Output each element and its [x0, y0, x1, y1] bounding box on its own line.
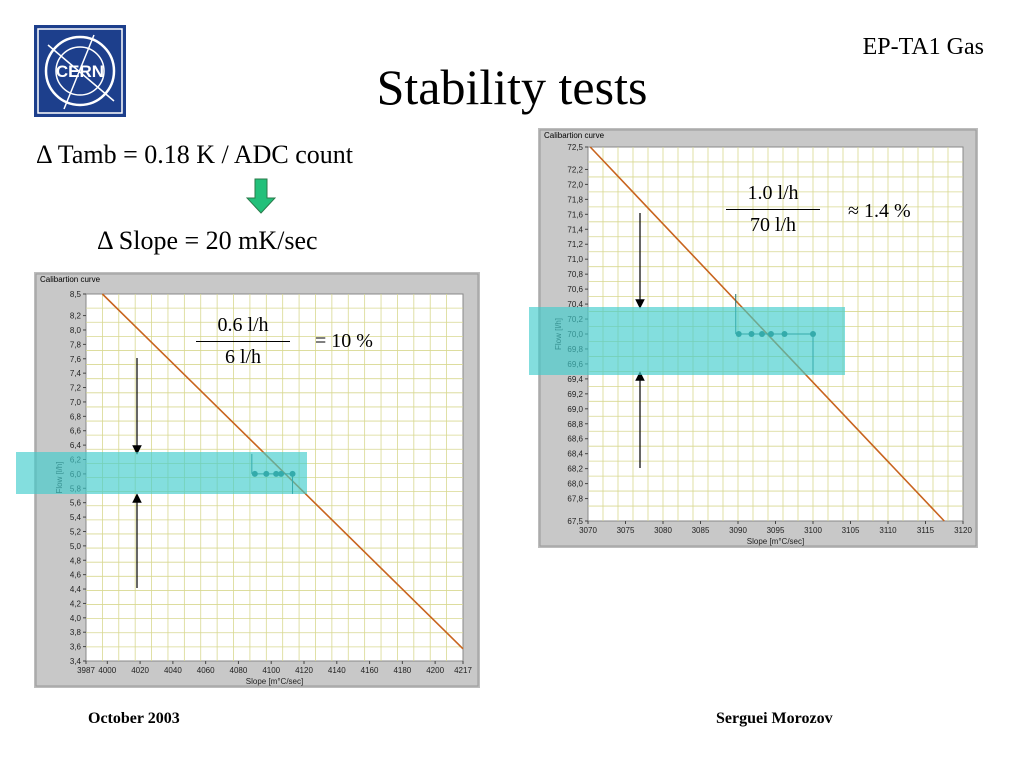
y-tick-label: 5,0	[70, 542, 82, 551]
flow-band-left	[16, 452, 307, 494]
grid	[588, 147, 963, 521]
y-tick-label: 71,8	[567, 195, 583, 204]
x-tick-label: 4120	[295, 666, 313, 675]
chart-panel-title: Calibartion curve	[40, 275, 101, 284]
x-tick-label: 3080	[654, 526, 672, 535]
y-tick-label: 6,6	[70, 427, 82, 436]
x-tick-label: 3070	[579, 526, 597, 535]
y-tick-label: 4,6	[70, 571, 82, 580]
x-tick-label: 4100	[262, 666, 280, 675]
flow-band-right	[529, 307, 845, 375]
y-tick-label: 68,8	[567, 420, 583, 429]
y-tick-label: 68,0	[567, 480, 583, 489]
y-tick-label: 68,2	[567, 465, 583, 474]
org-label: EP-TA1 Gas	[862, 34, 984, 60]
y-tick-label: 68,6	[567, 435, 583, 444]
y-tick-label: 71,6	[567, 210, 583, 219]
cern-logo: CERN	[34, 25, 126, 117]
x-axis-label: Slope [m°C/sec]	[246, 677, 303, 686]
x-tick-label: 3085	[692, 526, 710, 535]
y-tick-label: 4,8	[70, 556, 82, 565]
x-tick-label: 4217	[454, 666, 472, 675]
y-tick-label: 4,4	[70, 585, 82, 594]
x-tick-label: 4060	[197, 666, 215, 675]
x-tick-label: 4000	[98, 666, 116, 675]
y-tick-label: 8,2	[70, 312, 82, 321]
y-tick-label: 3,4	[70, 657, 82, 666]
x-tick-label: 3115	[917, 526, 935, 535]
calibration-chart-right: Calibartion curve 72,5 72,2 72,0 71,8 71,6 71,…	[538, 128, 978, 553]
x-tick-label: 3100	[804, 526, 822, 535]
y-tick-label: 5,6	[70, 499, 82, 508]
y-tick-label: 71,4	[567, 225, 583, 234]
x-tick-label: 3095	[767, 526, 785, 535]
y-tick-label: 67,8	[567, 495, 583, 504]
slide-title: Stability tests	[376, 59, 648, 115]
y-tick-label: 69,0	[567, 405, 583, 414]
x-tick-label: 4160	[361, 666, 379, 675]
y-tick-label: 6,8	[70, 412, 82, 421]
y-tick-label: 7,4	[70, 369, 82, 378]
y-tick-label: 5,4	[70, 513, 82, 522]
y-tick-label: 69,4	[567, 375, 583, 384]
y-tick-label: 7,8	[70, 340, 82, 349]
x-tick-label: 3075	[617, 526, 635, 535]
x-tick-label: 3120	[954, 526, 972, 535]
y-tick-label: 70,6	[567, 285, 583, 294]
y-tick-label: 70,4	[567, 300, 583, 309]
y-tick-label: 72,5	[567, 143, 583, 152]
x-tick-label: 4080	[230, 666, 248, 675]
y-tick-label: 4,2	[70, 599, 82, 608]
calibration-chart-right-svg: Calibartion curve 72,5 72,2 72,0 71,8 71,6 71,…	[538, 128, 978, 548]
y-tick-label: 8,5	[70, 290, 82, 299]
x-tick-label: 4020	[131, 666, 149, 675]
x-tick-label: 3110	[879, 526, 897, 535]
x-tick-label: 3105	[842, 526, 860, 535]
y-tick-label: 70,8	[567, 270, 583, 279]
slope-equation: Δ Slope = 20 mK/sec	[97, 226, 318, 255]
footer-author: Serguei Morozov	[716, 710, 833, 727]
y-tick-label: 71,2	[567, 240, 583, 249]
y-tick-label: 71,0	[567, 255, 583, 264]
y-tick-label: 3,8	[70, 628, 82, 637]
y-tick-label: 72,2	[567, 165, 583, 174]
fraction-right-numerator: 1.0 l/h	[747, 182, 799, 204]
x-tick-label: 4040	[164, 666, 182, 675]
chart-panel-title: Calibartion curve	[544, 131, 605, 140]
y-tick-label: 7,0	[70, 398, 82, 407]
y-tick-label: 3,6	[70, 643, 82, 652]
down-arrow-icon	[245, 178, 277, 219]
x-tick-label: 4140	[328, 666, 346, 675]
fraction-left-numerator: 0.6 l/h	[217, 314, 269, 336]
tamb-equation: Δ Tamb = 0.18 K / ADC count	[36, 140, 354, 169]
fraction-left: 0.6 l/h 6 l/h	[196, 314, 290, 369]
y-tick-label: 7,6	[70, 355, 82, 364]
y-tick-label: 72,0	[567, 180, 583, 189]
fraction-right: 1.0 l/h 70 l/h	[726, 182, 820, 237]
y-tick-label: 8,0	[70, 326, 82, 335]
logo-text: CERN	[56, 62, 104, 81]
x-axis-label: Slope [m°C/sec]	[747, 537, 804, 546]
x-tick-label: 4180	[393, 666, 411, 675]
x-tick-label: 4200	[426, 666, 444, 675]
y-tick-label: 68,4	[567, 450, 583, 459]
y-tick-label: 5,2	[70, 527, 82, 536]
y-tick-label: 4,0	[70, 614, 82, 623]
y-tick-label: 67,5	[567, 517, 583, 526]
y-tick-label: 6,4	[70, 441, 82, 450]
footer-date: October 2003	[88, 710, 180, 727]
fraction-left-result: = 10 %	[315, 330, 373, 352]
y-tick-label: 69,2	[567, 390, 583, 399]
fraction-left-denominator: 6 l/h	[224, 346, 262, 368]
x-tick-label: 3090	[729, 526, 747, 535]
y-tick-label: 7,2	[70, 384, 82, 393]
fraction-right-denominator: 70 l/h	[749, 214, 797, 236]
x-tick-label: 3987	[77, 666, 95, 675]
fraction-right-result: ≈ 1.4 %	[848, 200, 911, 222]
